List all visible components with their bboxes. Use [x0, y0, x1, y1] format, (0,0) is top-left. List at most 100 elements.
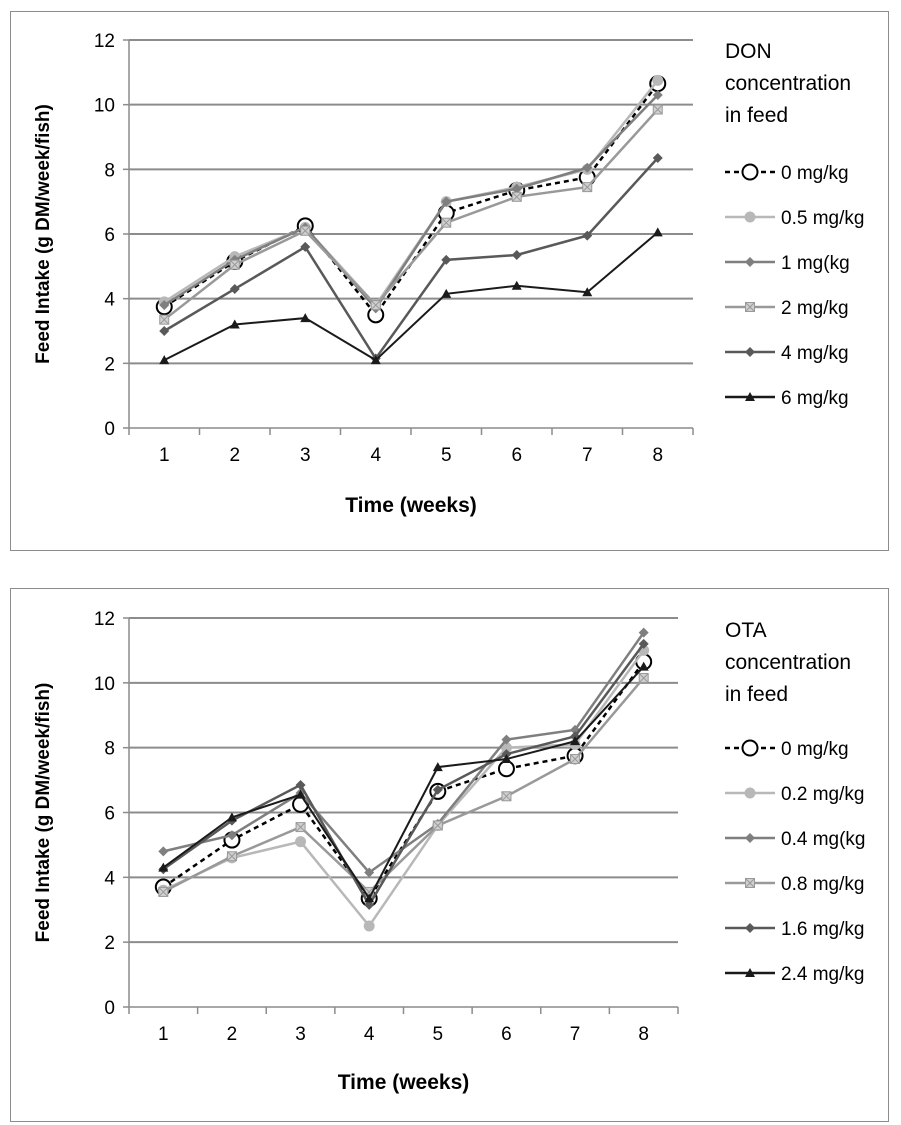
ota-y-axis-title: Feed Intake (g DM/week/fish) [33, 683, 54, 943]
don-legend-swatch-marker-cross [745, 302, 755, 312]
don-series-line [163, 79, 659, 308]
don-series-2 [159, 89, 663, 314]
don-y-tick-label: 6 [104, 225, 115, 246]
ota-data-point [638, 638, 649, 649]
ota-data-point [570, 724, 581, 735]
don-legend-entry: 0 mg/kg [725, 163, 849, 184]
don-legend-label: 0.5 mg/kg [781, 208, 864, 229]
don-series-0 [155, 75, 667, 324]
don-y-tick-label: 12 [94, 31, 115, 52]
ota-y-tick-label: 0 [104, 998, 115, 1019]
don-legend-entry: 0.5 mg/kg [725, 208, 864, 229]
ota-data-point [226, 851, 237, 862]
ota-data-point [158, 846, 169, 857]
ota-series-5 [158, 661, 649, 903]
ota-data-point [364, 867, 375, 878]
don-data-point [300, 313, 311, 323]
don-data-point [441, 254, 452, 265]
ota-series-0 [154, 653, 653, 907]
don-data-point [370, 300, 381, 311]
don-data-point-cross [511, 191, 522, 202]
don-legend-swatch-marker [744, 211, 756, 223]
don-legend-swatch-marker [745, 257, 755, 267]
ota-legend-swatch-marker [744, 787, 756, 799]
ota-data-point [570, 754, 581, 765]
don-data-point [652, 104, 663, 115]
don-legend-label: 0 mg/kg [781, 163, 849, 184]
ota-data-point [432, 784, 443, 795]
don-legend-title-line: in feed [725, 104, 788, 127]
ota-x-tick-label: 5 [433, 1024, 444, 1045]
ota-legend-entry: 1.6 mg/kg [725, 919, 864, 940]
don-data-point [652, 153, 663, 164]
ota-series-line [162, 661, 645, 901]
ota-legend-swatch-marker [745, 833, 755, 843]
don-legend-swatch-marker [741, 163, 759, 181]
don-y-tick-label: 8 [104, 160, 115, 181]
ota-y-tick-label: 2 [104, 933, 115, 954]
ota-gridlines [129, 617, 678, 944]
ota-x-axis-title: Time (weeks) [338, 1071, 470, 1094]
ota-data-point [295, 789, 306, 799]
ota-legend-title-line: OTA [725, 619, 767, 642]
don-legend-entry: 6 mg/kg [725, 388, 849, 409]
don-x-axis-title: Time (weeks) [345, 494, 477, 517]
don-data-point [511, 250, 522, 261]
ota-legend-label: 0.8 mg/kg [781, 874, 864, 895]
don-data-point [582, 287, 593, 297]
don-legend-swatch-marker [745, 302, 755, 312]
don-data-point [652, 89, 663, 100]
don-gridlines [129, 39, 693, 365]
don-data-point-cross [229, 259, 240, 270]
ota-data-point [226, 812, 237, 822]
don-x-tick-label: 2 [229, 445, 240, 466]
ota-legend-entry: 0.4 mg(kg [725, 829, 865, 850]
ota-data-point [497, 760, 515, 778]
don-data-point [652, 74, 664, 86]
ota-data-point [432, 762, 443, 772]
don-data-point [370, 355, 381, 365]
ota-legend-entry: 0 mg/kg [725, 739, 849, 760]
ota-legend-swatch-marker [745, 968, 755, 977]
don-chart-panel: 0 2 4 6 8 10 12 1 2 3 4 5 6 7 8 Time (weeks) Feed Intake… [10, 11, 889, 551]
don-x-tick-label: 8 [652, 445, 663, 466]
ota-data-point [638, 661, 649, 671]
ota-legend-label: 1.6 mg/kg [781, 919, 864, 940]
don-legend-label: 4 mg/kg [781, 343, 849, 364]
don-x-tick-label: 3 [300, 445, 311, 466]
don-x-tick-label: 1 [159, 445, 170, 466]
don-data-point-cross [159, 314, 170, 325]
ota-data-point-cross [638, 673, 649, 683]
ota-legend-title-line: concentration [725, 651, 851, 674]
don-series-4 [159, 153, 663, 364]
ota-legend-swatch-marker-cross [745, 878, 755, 888]
don-x-tick-label: 7 [582, 445, 593, 466]
ota-data-point [638, 672, 649, 683]
don-series-5 [159, 227, 663, 365]
ota-data-point-cross [501, 791, 512, 802]
ota-y-tick-label: 4 [104, 868, 115, 889]
ota-data-point-cross [570, 754, 580, 764]
don-y-axis-title: Feed Intake (g DM/week/fish) [33, 104, 54, 364]
don-data-point [159, 314, 170, 325]
don-legend-title-line: DON [725, 40, 772, 63]
don-series-line [163, 157, 659, 361]
don-data-point [229, 283, 240, 294]
don-series-1 [158, 74, 664, 311]
ota-legend-label: 0 mg/kg [781, 739, 849, 760]
don-legend-entry: 2 mg/kg [725, 298, 849, 319]
don-data-point [441, 288, 452, 298]
ota-legend-label: 0.2 mg/kg [781, 784, 864, 805]
don-data-point [441, 217, 452, 228]
don-x-tick-label: 4 [370, 445, 381, 466]
don-data-point [159, 300, 170, 311]
ota-data-point-cross [295, 822, 306, 832]
ota-series-line [162, 643, 645, 908]
don-data-point [511, 280, 522, 290]
don-legend-title-line: concentration [725, 72, 851, 95]
don-legend-swatch-marker [745, 392, 755, 401]
ota-y-tick-label: 6 [104, 804, 115, 825]
ota-series-3 [158, 672, 649, 897]
don-series-line [163, 108, 659, 321]
